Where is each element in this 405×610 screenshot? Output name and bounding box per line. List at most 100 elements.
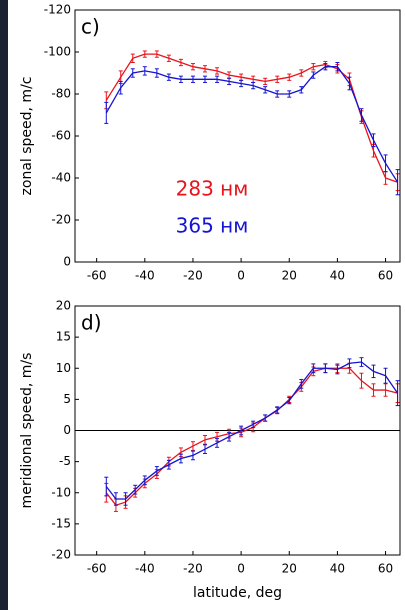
error-bar — [395, 380, 400, 407]
error-bar — [227, 431, 232, 442]
panel-label: d) — [81, 311, 102, 335]
error-bar — [130, 53, 135, 63]
x-tick-label: -20 — [183, 269, 203, 283]
error-bar — [311, 63, 316, 71]
error-bar — [215, 67, 220, 75]
error-bar — [263, 77, 268, 86]
x-axis-label: latitude, deg — [193, 585, 282, 601]
y-axis-label: zonal speed, m/c — [19, 77, 35, 196]
error-bar — [154, 466, 159, 476]
x-tick-label: 40 — [330, 562, 345, 576]
x-tick-label: 20 — [282, 269, 297, 283]
error-bar — [133, 484, 138, 495]
error-bar — [203, 444, 207, 455]
y-tick-label: -20 — [51, 548, 71, 562]
error-bar — [130, 68, 135, 78]
error-bar — [275, 90, 280, 98]
error-bar — [166, 54, 171, 62]
error-bar — [287, 90, 292, 98]
error-bar — [215, 75, 220, 83]
error-bar — [335, 62, 340, 72]
y-tick-label: -60 — [51, 129, 71, 143]
error-bar — [263, 86, 268, 94]
series-line — [105, 66, 399, 183]
error-bar — [383, 383, 388, 397]
series-line — [105, 361, 399, 500]
legend-entry: 283 нм — [176, 177, 249, 201]
error-bar — [203, 434, 207, 445]
y-tick-label: -100 — [44, 45, 71, 59]
error-bar — [323, 63, 328, 71]
error-bar — [104, 476, 109, 497]
legend-entry: 365 нм — [176, 214, 249, 238]
error-bar — [311, 363, 316, 374]
error-bar — [335, 364, 340, 375]
y-tick-label: -10 — [51, 485, 71, 499]
error-bar — [227, 77, 232, 86]
error-bar — [287, 73, 292, 81]
x-tick-label: -40 — [135, 269, 155, 283]
error-bar — [383, 367, 388, 384]
error-bar — [123, 492, 128, 506]
window-edge — [0, 0, 8, 610]
error-bar — [178, 58, 183, 67]
y-tick-label: 5 — [63, 392, 71, 406]
error-bar — [359, 357, 364, 367]
error-bar — [118, 80, 123, 95]
error-bar — [395, 169, 400, 196]
error-bar — [190, 63, 195, 71]
error-bar — [239, 79, 244, 88]
error-bar — [215, 438, 220, 448]
error-bar — [359, 372, 364, 389]
error-bar — [251, 420, 256, 428]
x-tick-label: 60 — [378, 269, 393, 283]
x-tick-label: -40 — [135, 562, 155, 576]
x-tick-label: -60 — [87, 269, 107, 283]
error-bar — [323, 363, 328, 374]
y-tick-label: -40 — [51, 171, 71, 185]
error-bar — [371, 133, 376, 147]
series-line — [105, 53, 398, 183]
y-tick-label: 15 — [56, 330, 71, 344]
error-bar — [251, 81, 256, 90]
error-bar — [359, 108, 364, 122]
y-tick-label: -120 — [44, 3, 71, 17]
error-bar — [371, 364, 376, 379]
x-tick-label: 0 — [237, 562, 245, 576]
y-tick-label: -5 — [59, 454, 71, 468]
error-bar — [263, 414, 268, 422]
error-bar — [287, 397, 292, 405]
error-bar — [178, 75, 183, 83]
error-bar — [203, 75, 207, 83]
x-tick-label: 20 — [282, 562, 297, 576]
y-axis-label: meridional speed, m/s — [19, 353, 35, 509]
y-tick-label: 10 — [56, 361, 71, 375]
error-bar — [154, 68, 159, 78]
series-line — [105, 367, 398, 506]
error-bar — [104, 101, 109, 124]
error-bar — [371, 383, 376, 397]
error-bar — [347, 358, 352, 369]
error-bar — [311, 71, 316, 79]
error-bar — [142, 66, 147, 76]
error-bar — [178, 453, 183, 464]
error-bar — [142, 475, 147, 486]
error-bar — [190, 441, 195, 451]
y-tick-label: -15 — [51, 516, 71, 530]
y-tick-label: 20 — [56, 299, 71, 313]
error-bar — [383, 154, 388, 173]
x-tick-label: 60 — [378, 562, 393, 576]
y-tick-label: -20 — [51, 213, 71, 227]
x-tick-label: -20 — [183, 562, 203, 576]
y-tick-label: -80 — [51, 87, 71, 101]
error-bar — [299, 86, 304, 94]
x-tick-label: 0 — [237, 269, 245, 283]
error-bar — [154, 50, 159, 58]
x-tick-label: 40 — [330, 269, 345, 283]
error-bar — [239, 425, 244, 436]
error-bar — [275, 75, 280, 83]
error-bar — [299, 378, 304, 389]
x-tick-label: -60 — [87, 562, 107, 576]
panel-label: c) — [81, 15, 100, 39]
